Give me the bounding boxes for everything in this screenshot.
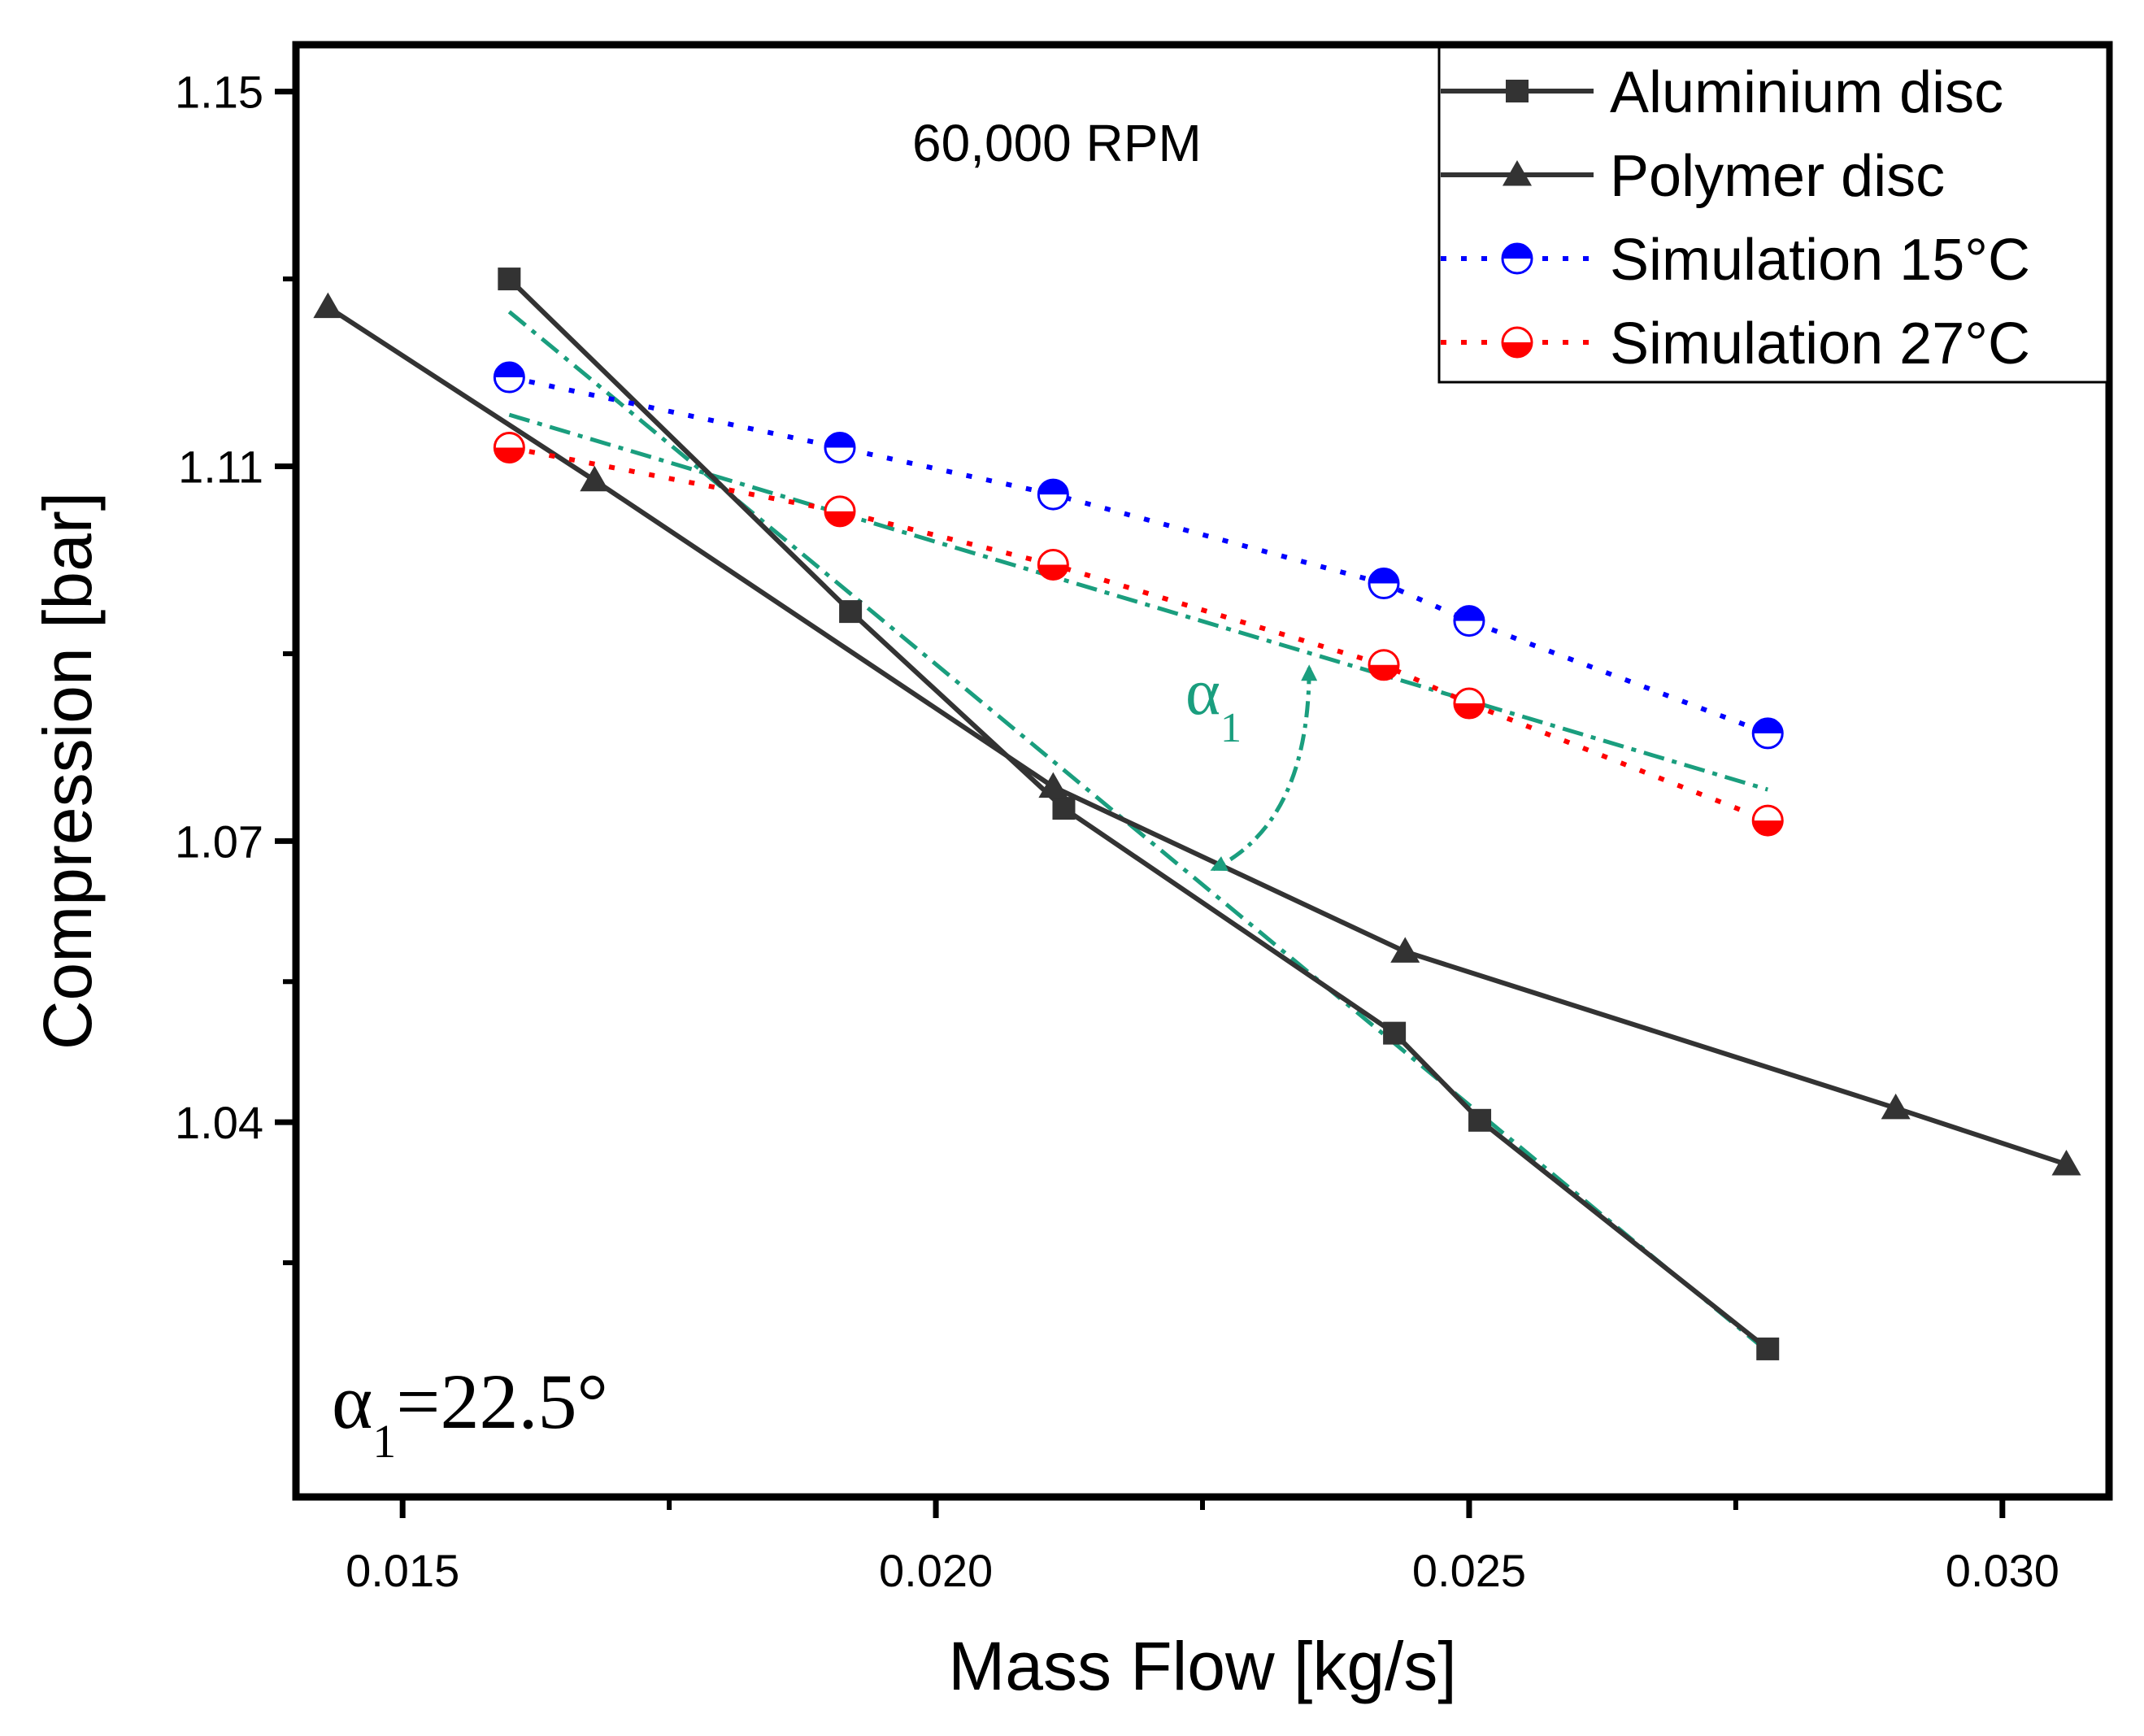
data-point bbox=[2051, 1149, 2081, 1176]
angle-value-subscript: 1 bbox=[372, 1415, 396, 1468]
data-point bbox=[1751, 804, 1784, 837]
data-point bbox=[824, 495, 856, 528]
data-point bbox=[1368, 649, 1400, 681]
legend-label: Polymer disc bbox=[1610, 144, 1945, 209]
x-tick-label: 0.030 bbox=[1946, 1545, 2059, 1596]
series-line bbox=[326, 305, 2068, 1167]
y-tick-label: 1.07 bbox=[175, 816, 263, 867]
data-point bbox=[580, 465, 610, 492]
data-point bbox=[1881, 1093, 1911, 1120]
series-line bbox=[507, 276, 1770, 1351]
data-point bbox=[1052, 797, 1076, 820]
data-point bbox=[1468, 1108, 1492, 1132]
legend: Aluminium disc Polymer disc Simulation 15°… bbox=[1437, 46, 2109, 384]
series-2 bbox=[493, 361, 1784, 750]
fit-lines bbox=[507, 310, 1769, 1354]
angle-label-symbol: α bbox=[1185, 655, 1220, 729]
data-point bbox=[1368, 568, 1400, 600]
data-series bbox=[313, 268, 2081, 1360]
data-point bbox=[1037, 478, 1069, 511]
legend-item: Simulation 27°C bbox=[1441, 311, 2030, 376]
y-tick-label: 1.04 bbox=[175, 1097, 263, 1148]
angle-value-text: =22.5° bbox=[396, 1358, 608, 1445]
data-point bbox=[313, 292, 343, 319]
angle-value-symbol: α bbox=[332, 1358, 372, 1445]
series-line bbox=[508, 375, 1769, 736]
data-point bbox=[1383, 1021, 1407, 1045]
series-3 bbox=[493, 431, 1784, 837]
axis-ticks: 0.015 0.020 0.025 0.030 1.04 1.07 1.11 1.15 bbox=[175, 67, 2059, 1596]
angle-label-subscript: 1 bbox=[1220, 705, 1242, 751]
data-point bbox=[824, 431, 856, 463]
data-point bbox=[1037, 549, 1069, 581]
y-tick-label: 1.15 bbox=[175, 67, 263, 118]
y-axis-title: Compression [bar] bbox=[29, 492, 106, 1050]
data-point bbox=[1751, 717, 1784, 750]
data-point bbox=[1453, 605, 1485, 637]
data-point bbox=[1756, 1337, 1780, 1360]
legend-label: Simulation 15°C bbox=[1610, 228, 2030, 293]
angle-arc bbox=[1210, 664, 1318, 872]
angle-value: α1=22.5° bbox=[332, 1358, 608, 1468]
legend-box bbox=[1437, 46, 2109, 384]
legend-label: Simulation 27°C bbox=[1610, 311, 2030, 376]
data-point bbox=[1453, 687, 1485, 720]
legend-item: Simulation 15°C bbox=[1441, 228, 2030, 293]
legend-item: Polymer disc bbox=[1441, 144, 1945, 209]
fit-line bbox=[508, 412, 1768, 792]
data-point bbox=[1390, 937, 1420, 963]
legend-marker bbox=[1501, 242, 1533, 275]
data-point bbox=[498, 268, 521, 291]
series-line bbox=[508, 445, 1769, 823]
legend-item: Aluminium disc bbox=[1441, 60, 2003, 125]
angle-arc-path bbox=[1210, 664, 1318, 872]
legend-marker bbox=[1506, 80, 1529, 102]
series-1 bbox=[313, 292, 2081, 1176]
data-point bbox=[493, 431, 525, 463]
series-0 bbox=[498, 268, 1780, 1360]
x-tick-label: 0.025 bbox=[1412, 1545, 1526, 1596]
legend-label: Aluminium disc bbox=[1610, 60, 2003, 125]
x-axis-title: Mass Flow [kg/s] bbox=[948, 1628, 1456, 1704]
legend-marker bbox=[1503, 160, 1532, 186]
data-point bbox=[1038, 772, 1068, 798]
angle-label: α1 bbox=[1185, 655, 1242, 751]
legend-marker bbox=[1501, 326, 1533, 359]
y-tick-label: 1.11 bbox=[178, 442, 263, 493]
data-point bbox=[839, 600, 863, 624]
x-tick-label: 0.015 bbox=[346, 1545, 459, 1596]
fit-line bbox=[507, 310, 1769, 1354]
rpm-annotation: 60,000 RPM bbox=[912, 114, 1202, 172]
data-point bbox=[493, 361, 525, 394]
x-tick-label: 0.020 bbox=[879, 1545, 993, 1596]
